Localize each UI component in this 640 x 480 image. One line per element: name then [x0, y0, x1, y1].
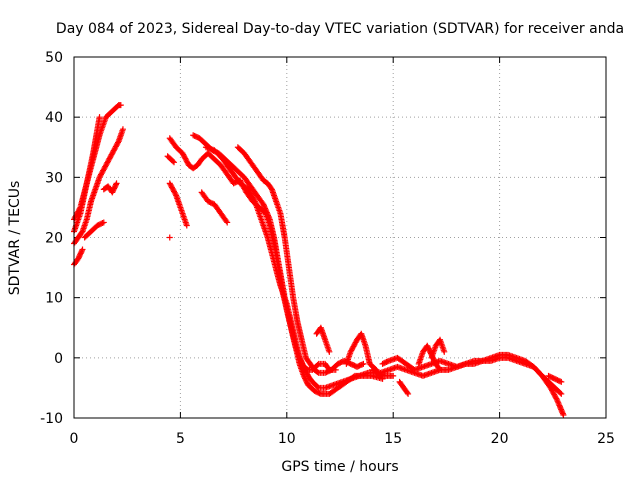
series-track-6 [101, 180, 120, 195]
data-point [167, 235, 173, 241]
series-track-4 [71, 247, 86, 268]
series-track-9 [167, 135, 339, 373]
y-tick-label: 50 [45, 50, 63, 66]
x-axis-label: GPS time / hours [281, 459, 398, 475]
y-tick-label: 10 [45, 291, 63, 307]
y-axis-label: SDTVAR / TECUs [7, 181, 23, 296]
sdtvar-chart: Day 084 of 2023, Sidereal Day-to-day VTE… [0, 0, 640, 480]
y-tick-label: 30 [45, 170, 63, 186]
series-track-13 [199, 189, 231, 225]
series-track-8 [165, 153, 177, 165]
series-track-15 [314, 325, 333, 355]
y-tick-label: 20 [45, 231, 63, 247]
series-track-7 [167, 235, 173, 241]
y-tick-label: -10 [40, 411, 63, 427]
x-tick-label: 15 [384, 431, 402, 447]
x-tick-label: 0 [70, 431, 79, 447]
series-track-19 [397, 379, 412, 397]
series-track-12 [235, 144, 367, 376]
x-tick-label: 5 [176, 431, 185, 447]
y-tick-label: 40 [45, 110, 63, 126]
chart-title: Day 084 of 2023, Sidereal Day-to-day VTE… [56, 21, 624, 37]
x-tick-label: 25 [597, 431, 615, 447]
x-tick-label: 20 [491, 431, 509, 447]
data-points [71, 102, 566, 418]
x-tick-label: 10 [278, 431, 296, 447]
series-track-14 [167, 180, 190, 228]
y-tick-label: 0 [54, 351, 63, 367]
data-point [390, 373, 396, 379]
